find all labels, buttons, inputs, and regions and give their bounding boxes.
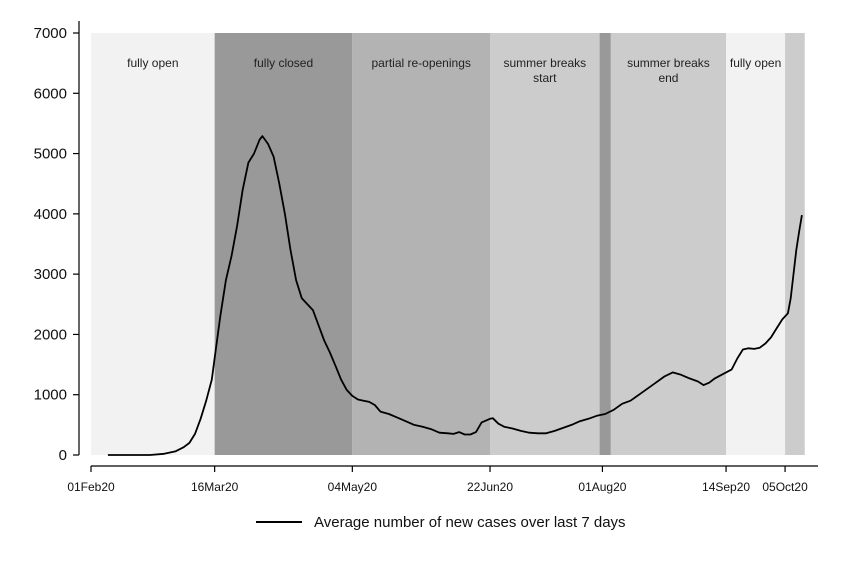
phase-band <box>490 33 600 455</box>
phase-band <box>214 33 353 455</box>
y-tick-label: 7000 <box>34 25 67 42</box>
phase-band <box>726 33 786 455</box>
y-tick-label: 6000 <box>34 85 67 102</box>
phase-label: partial re-openings <box>371 56 470 70</box>
x-tick-label: 22Jun20 <box>467 480 513 494</box>
x-tick-label: 04May20 <box>328 480 378 494</box>
phase-labels: fully open fully closed partial re-opening… <box>127 56 781 85</box>
phase-label: end <box>658 71 678 85</box>
legend-label: Average number of new cases over last 7 … <box>314 514 626 531</box>
x-tick-label: 14Sep20 <box>702 480 750 494</box>
phase-label: fully open <box>127 56 178 70</box>
y-tick-label: 5000 <box>34 146 67 163</box>
series-line <box>107 135 803 456</box>
y-tick-label: 3000 <box>34 266 67 283</box>
phase-bands <box>91 33 805 455</box>
phase-label: summer breaks <box>503 56 586 70</box>
phase-band <box>352 33 491 455</box>
series-lines <box>107 135 803 456</box>
x-tick-label: 16Mar20 <box>191 480 239 494</box>
x-tick-label: 05Oct20 <box>762 480 808 494</box>
legend: Average number of new cases over last 7 … <box>256 514 626 531</box>
y-tick-label: 4000 <box>34 206 67 223</box>
phase-band <box>599 33 611 455</box>
phase-band <box>610 33 727 455</box>
phase-label: summer breaks <box>627 56 710 70</box>
phase-label: start <box>533 71 557 85</box>
phase-band <box>785 33 805 455</box>
x-tick-label: 01Feb20 <box>67 480 115 494</box>
phase-label: fully closed <box>254 56 313 70</box>
x-axis-ticks: 01Feb20 16Mar20 04May20 22Jun20 01Aug20 14Sep… <box>67 466 808 494</box>
phase-band <box>91 33 215 455</box>
y-tick-label: 0 <box>59 447 67 464</box>
y-tick-label: 2000 <box>34 326 67 343</box>
y-axis-ticks: 0 1000 2000 3000 4000 5000 6000 7000 <box>34 25 79 464</box>
phase-label: fully open <box>730 56 781 70</box>
x-tick-label: 01Aug20 <box>578 480 626 494</box>
y-tick-label: 1000 <box>34 387 67 404</box>
